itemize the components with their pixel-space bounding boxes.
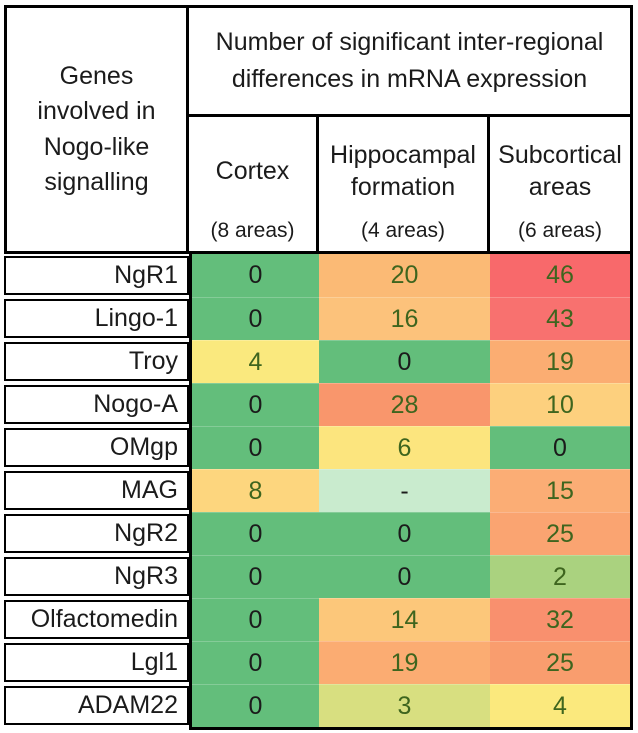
gene-row: NgR2: [4, 512, 189, 555]
column-areas-count: (8 areas): [210, 219, 295, 242]
heatmap-cell: 32: [490, 598, 630, 641]
gene-label: Lgl1: [4, 643, 189, 682]
gene-label: Olfactomedin: [4, 600, 189, 639]
heatmap-cell: 6: [319, 426, 490, 469]
heatmap-cell: 28: [319, 383, 490, 426]
column-name: Subcortical areas: [498, 140, 622, 202]
row-header-title: Genes involved in Nogo-like signalling: [4, 5, 189, 254]
column-areas-count: (4 areas): [360, 219, 446, 242]
gene-name-column: NgR1 Lingo-1 Troy Nogo-A OMgp MAG NgR2 NgR3 Olfa…: [4, 254, 189, 730]
heatmap-cell: 15: [490, 469, 630, 512]
heatmap-cell: -: [319, 469, 490, 512]
heatmap-row: 4 0 19: [192, 340, 630, 383]
main-header-title: Number of significant inter-regional dif…: [189, 5, 633, 117]
gene-label: NgR2: [4, 514, 189, 553]
gene-row: Lingo-1: [4, 297, 189, 340]
heatmap-row: 0 20 46: [192, 254, 630, 297]
heatmap-row: 0 14 32: [192, 598, 630, 641]
heatmap-cell: 0: [192, 383, 319, 426]
heatmap-cell: 0: [319, 555, 490, 598]
heatmap-cell: 0: [319, 340, 490, 383]
gene-row: Lgl1: [4, 641, 189, 684]
heatmap-row: 0 19 25: [192, 641, 630, 684]
gene-label: Troy: [4, 342, 189, 381]
column-header-subcortical: Subcortical areas (6 areas): [490, 117, 633, 254]
gene-row: ADAM22: [4, 684, 189, 727]
heatmap-cell: 4: [192, 340, 319, 383]
heatmap-cell: 8: [192, 469, 319, 512]
heatmap-cell: 10: [490, 383, 630, 426]
gene-label: NgR3: [4, 557, 189, 596]
heatmap-cell: 19: [319, 641, 490, 684]
heatmap-cell: 0: [192, 598, 319, 641]
heatmap-cell: 4: [490, 684, 630, 727]
heatmap-row: 0 0 25: [192, 512, 630, 555]
column-name: Cortex: [215, 156, 290, 185]
gene-label: MAG: [4, 471, 189, 510]
heatmap-cell: 3: [319, 684, 490, 727]
gene-label: Lingo-1: [4, 299, 189, 338]
heatmap-table: Genes involved in Nogo-like signalling N…: [4, 5, 633, 730]
column-header-hippocampal: Hippocampal formation (4 areas): [319, 117, 490, 254]
gene-row: Olfactomedin: [4, 598, 189, 641]
gene-row: NgR1: [4, 254, 189, 297]
heatmap-cell: 0: [192, 426, 319, 469]
heatmap-grid: 0 20 46 0 16 43 4 0 19 0 28 10 0 6 0 8-15 0 0 25 0 0 2 0 14 32 0 1…: [189, 254, 633, 730]
gene-row: Troy: [4, 340, 189, 383]
heatmap-cell: 19: [490, 340, 630, 383]
heatmap-cell: 16: [319, 297, 490, 340]
table-header: Genes involved in Nogo-like signalling N…: [4, 5, 633, 254]
heatmap-row: 0 16 43: [192, 297, 630, 340]
heatmap-cell: 0: [192, 641, 319, 684]
gene-row: OMgp: [4, 426, 189, 469]
gene-label: NgR1: [4, 256, 189, 295]
gene-label: OMgp: [4, 428, 189, 467]
heatmap-row: 0 28 10: [192, 383, 630, 426]
heatmap-cell: 0: [192, 555, 319, 598]
heatmap-row: 8-15: [192, 469, 630, 512]
gene-label: Nogo-A: [4, 385, 189, 424]
heatmap-cell: 2: [490, 555, 630, 598]
heatmap-cell: 0: [192, 684, 319, 727]
heatmap-cell: 0: [319, 512, 490, 555]
column-name: Hippocampal formation: [330, 140, 476, 202]
heatmap-cell: 20: [319, 254, 490, 297]
gene-row: Nogo-A: [4, 383, 189, 426]
table-body: NgR1 Lingo-1 Troy Nogo-A OMgp MAG NgR2 NgR3 Olfa…: [4, 254, 633, 730]
heatmap-cell: 14: [319, 598, 490, 641]
heatmap-cell: 0: [192, 512, 319, 555]
column-areas-count: (6 areas): [517, 219, 603, 242]
gene-label: ADAM22: [4, 686, 189, 725]
heatmap-cell: 43: [490, 297, 630, 340]
heatmap-cell: 25: [490, 641, 630, 684]
column-header-cortex: Cortex (8 areas): [189, 117, 319, 254]
gene-row: NgR3: [4, 555, 189, 598]
heatmap-cell: 0: [192, 254, 319, 297]
gene-row: MAG: [4, 469, 189, 512]
heatmap-cell: 0: [192, 297, 319, 340]
heatmap-cell: 0: [490, 426, 630, 469]
heatmap-cell: 46: [490, 254, 630, 297]
heatmap-cell: 25: [490, 512, 630, 555]
